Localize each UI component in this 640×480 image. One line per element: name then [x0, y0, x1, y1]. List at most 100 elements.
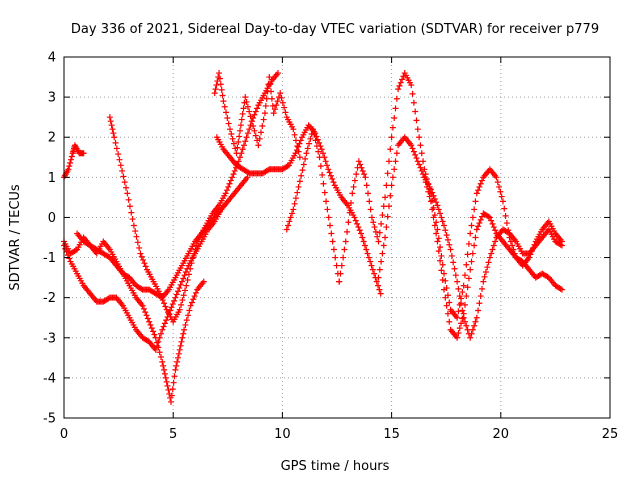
data-point [418, 150, 425, 157]
data-point [349, 190, 356, 197]
data-point [247, 122, 254, 129]
data-point [279, 99, 286, 106]
data-point [264, 167, 271, 174]
data-point [163, 317, 170, 324]
data-point [438, 267, 445, 274]
data-point [163, 378, 170, 385]
data-point [175, 354, 182, 361]
data-point [292, 150, 299, 157]
data-point [216, 75, 223, 82]
data-point [503, 220, 510, 227]
data-point [447, 246, 454, 253]
data-point [308, 131, 315, 138]
series-track-g [211, 70, 303, 161]
data-point [299, 167, 306, 174]
data-point [385, 203, 392, 210]
data-point [471, 322, 478, 329]
data-point [365, 190, 372, 197]
data-point [130, 222, 137, 229]
data-point [472, 234, 479, 241]
data-point [227, 177, 234, 184]
data-point [391, 166, 398, 173]
series-track-h [283, 126, 343, 285]
data-point [172, 366, 179, 373]
data-point [413, 155, 420, 162]
data-point [106, 114, 113, 121]
x-tick-label: 25 [602, 427, 619, 442]
series-track-k [421, 174, 565, 341]
data-point [275, 94, 282, 101]
data-point [126, 203, 133, 210]
data-point [488, 250, 495, 257]
data-point [363, 246, 370, 253]
data-point [472, 198, 479, 205]
data-point [213, 82, 220, 89]
data-point [223, 187, 230, 194]
data-point [359, 234, 366, 241]
data-point [475, 187, 482, 194]
data-point [156, 349, 163, 356]
data-point [460, 314, 467, 321]
series-track-i [336, 70, 565, 321]
data-point [111, 134, 118, 141]
data-point [442, 294, 449, 301]
data-point [465, 240, 472, 247]
data-point [485, 213, 492, 220]
data-point [325, 214, 332, 221]
data-point [309, 126, 316, 133]
data-point [456, 293, 463, 300]
data-point [290, 206, 297, 213]
data-point [459, 315, 466, 322]
data-point [472, 318, 479, 325]
data-point [451, 265, 458, 272]
data-point [169, 386, 176, 393]
data-point [469, 250, 476, 257]
data-point [289, 210, 296, 217]
data-point [391, 114, 398, 121]
data-point [427, 186, 434, 193]
data-point [186, 307, 193, 314]
data-point [499, 198, 506, 205]
data-point [409, 90, 416, 97]
data-point [507, 238, 514, 245]
data-point [66, 163, 73, 170]
data-point [368, 262, 375, 269]
data-point [496, 183, 503, 190]
data-point [329, 175, 336, 182]
data-point [107, 118, 114, 125]
data-point [244, 130, 251, 137]
data-point [180, 330, 187, 337]
data-point [329, 238, 336, 245]
data-point [431, 222, 438, 229]
y-tick-label: -4 [43, 371, 56, 386]
data-point [292, 137, 299, 144]
data-point [173, 362, 180, 369]
data-point [246, 126, 253, 133]
data-point [475, 307, 482, 314]
data-point [80, 150, 87, 157]
data-point [344, 228, 351, 235]
data-point [383, 224, 390, 231]
data-point [244, 103, 251, 110]
data-point [443, 302, 450, 309]
data-point [242, 138, 249, 145]
data-point [461, 272, 468, 279]
data-point [262, 102, 269, 109]
data-point [160, 362, 167, 369]
data-point [486, 214, 493, 221]
data-point [176, 346, 183, 353]
data-point [313, 143, 320, 150]
data-point [254, 105, 261, 112]
data-point [295, 148, 302, 155]
data-point [251, 127, 258, 134]
data-point [129, 216, 136, 223]
data-point [365, 254, 372, 261]
data-point [438, 214, 445, 221]
data-point [142, 263, 149, 270]
data-point [110, 130, 117, 137]
data-point [183, 282, 190, 289]
data-point [268, 95, 275, 102]
data-point [300, 161, 307, 168]
data-point [438, 252, 445, 259]
data-point [380, 203, 387, 210]
